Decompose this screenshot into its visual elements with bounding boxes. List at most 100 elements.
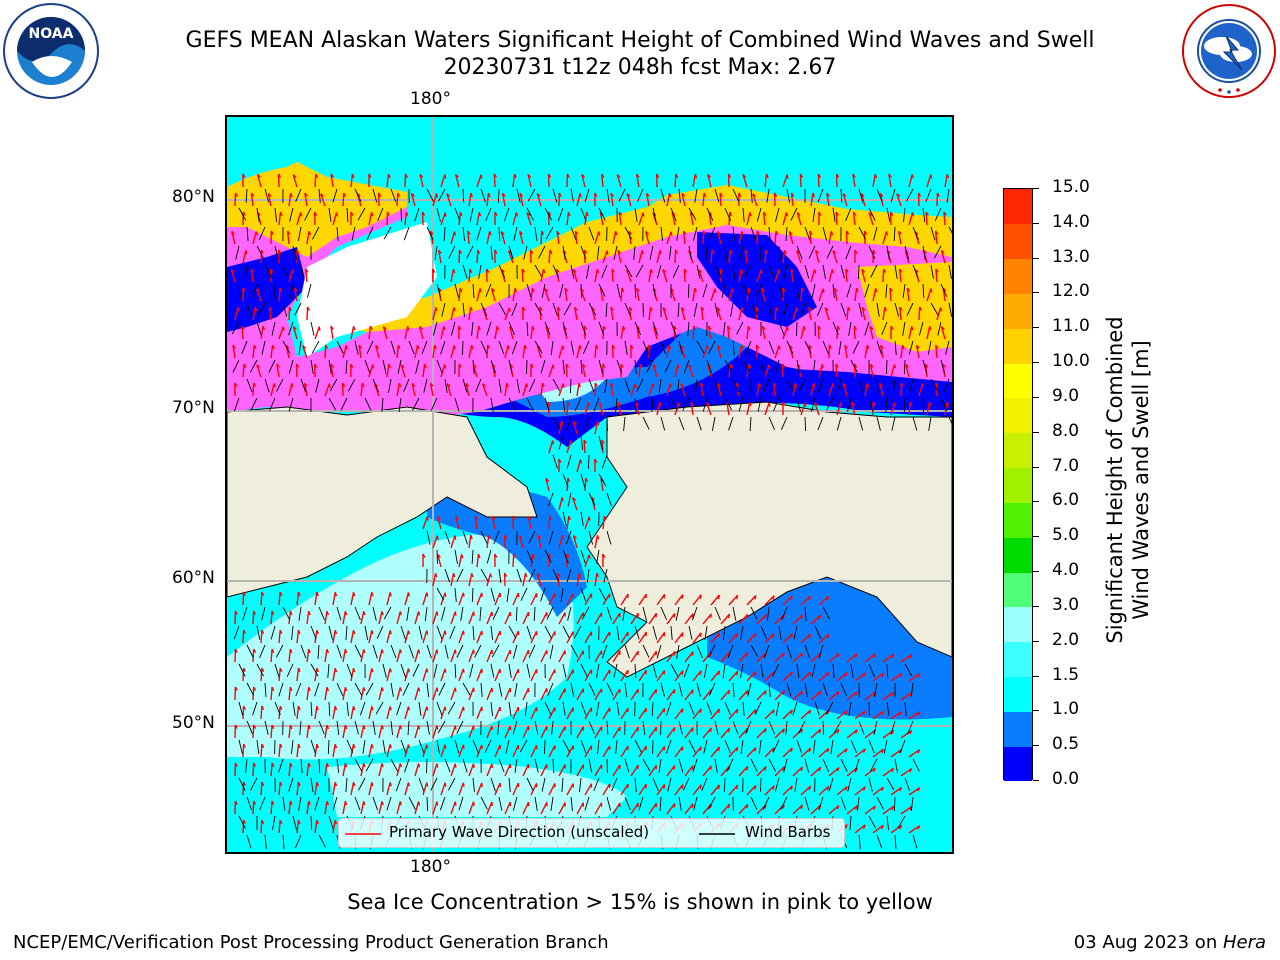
wind-barb [817,416,824,431]
wave-arrow-head [253,762,257,767]
colorbar-segment [1004,432,1032,469]
wave-arrow-head [518,535,523,539]
wave-arrow-head [727,689,731,695]
wave-arrow [404,592,410,606]
wave-arrow [782,633,793,644]
wave-arrow-head [587,402,591,407]
wave-arrow [864,729,876,739]
wave-arrow-head [326,800,330,806]
wind-barb [812,207,816,222]
wave-arrow-head [808,709,812,715]
wave-arrow-head [873,805,876,810]
wave-arrow-head [419,173,424,178]
wave-arrow [260,629,263,644]
wave-arrow-head [610,306,614,311]
wave-arrow [698,269,704,283]
wave-arrow [396,763,401,777]
wave-arrow [572,497,578,511]
wave-arrow [324,649,328,663]
wave-arrow [360,611,365,625]
wave-arrow-head [426,782,429,787]
wave-arrow-head [269,268,274,273]
wave-arrow-head [471,573,474,578]
wave-arrow [872,748,884,758]
wave-arrow [746,785,757,796]
wave-arrow-head [371,744,374,749]
wind-barb [398,397,402,412]
wind-barb [624,302,631,317]
wave-arrow-head [407,668,411,673]
wave-arrow [332,592,336,606]
wave-arrow [782,747,793,758]
wave-arrow-head [381,801,384,806]
wave-arrow-head [699,670,702,675]
wave-arrow-head [316,629,319,635]
wave-arrow-head [581,173,586,178]
wave-arrow-head [809,230,813,235]
wave-arrow-head [527,173,532,178]
wind-barb [358,777,366,791]
wind-barb [408,644,415,659]
wave-arrow-head [731,288,735,293]
wave-arrow [601,174,604,188]
wave-arrow [890,672,903,682]
wave-arrow-head [562,383,565,388]
wave-arrow-head [790,785,793,790]
wind-barb [597,739,600,754]
wave-arrow [854,786,866,796]
wave-arrow-head [561,535,564,540]
wave-arrow-head [494,249,498,254]
wind-barb [526,663,531,678]
wind-barb [742,701,745,717]
wave-arrow [429,383,434,397]
wave-arrow [832,250,838,264]
wave-arrow [918,383,924,397]
wave-arrow [350,630,355,644]
wind-barb [566,454,572,469]
wave-arrow [900,345,904,359]
wave-arrow-head [381,687,384,692]
wave-arrow-head [765,173,769,179]
wind-barb [274,207,278,222]
wave-arrow-head [694,287,697,293]
wave-arrow-head [255,231,258,236]
wave-arrow [818,747,830,758]
wave-arrow [738,803,749,815]
wave-arrow [630,764,639,777]
wave-arrow-head [469,268,473,273]
wind-barb [485,207,492,222]
wave-arrow-head [709,765,712,771]
wave-arrow [378,725,383,739]
wind-barb [868,739,875,754]
wave-arrow-head [863,230,868,235]
wave-arrow-head [917,673,921,678]
wave-arrow [782,326,788,340]
wave-arrow-head [316,667,319,673]
wind-barb [910,796,914,811]
wave-arrow-head [749,212,752,217]
wave-arrow [438,250,442,264]
wind-barb [850,663,854,678]
wave-arrow-head [536,193,541,197]
wave-arrow [530,668,538,682]
wave-arrow-head [861,306,866,311]
wave-arrow [890,824,903,834]
wave-arrow-head [541,230,545,235]
wind-barb [876,796,884,810]
wind-barb [758,739,762,754]
wave-arrow-head [693,325,697,330]
wave-arrow [573,421,578,435]
wind-barb [670,663,679,677]
wind-barb [426,682,430,697]
wave-arrow-head [783,249,787,255]
wave-arrow-head [253,686,257,691]
wave-arrow [252,610,255,625]
wind-barb [297,226,302,241]
wave-arrow [774,652,785,663]
wind-barb [659,796,662,812]
wave-arrow [800,709,811,720]
wave-arrow-head [573,535,577,539]
wind-barb [899,739,906,754]
wave-arrow [450,573,455,587]
wave-arrow [926,402,931,416]
